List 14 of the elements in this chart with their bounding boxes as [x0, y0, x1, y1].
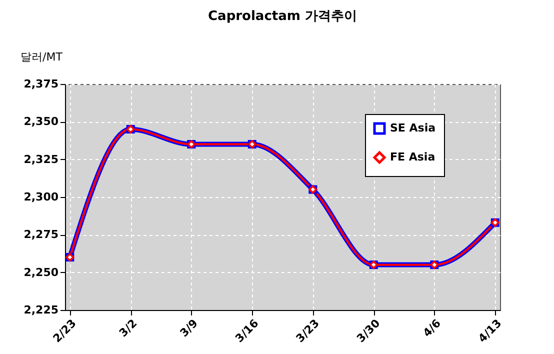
x-tick-label: 3/9 — [177, 316, 200, 340]
chart-title: Caprolactam 가격추이 — [208, 9, 357, 24]
y-tick-label: 2,375 — [24, 78, 58, 90]
y-tick-label: 2,250 — [24, 266, 59, 279]
y-tick-label: 2,350 — [24, 115, 59, 128]
y-tick-label: 2,300 — [24, 190, 59, 204]
y-tick-label: 2,275 — [24, 228, 58, 242]
x-tick-label: 4/6 — [420, 316, 444, 340]
y-axis-title: 달러/MT — [20, 50, 63, 64]
y-tick-label: 2,325 — [24, 152, 58, 166]
legend-label: SE Asia — [390, 122, 436, 134]
y-tick-label: 2,225 — [24, 304, 58, 316]
x-tick-label: 3/2 — [116, 316, 140, 340]
legend-label: FE Asia — [390, 150, 436, 164]
